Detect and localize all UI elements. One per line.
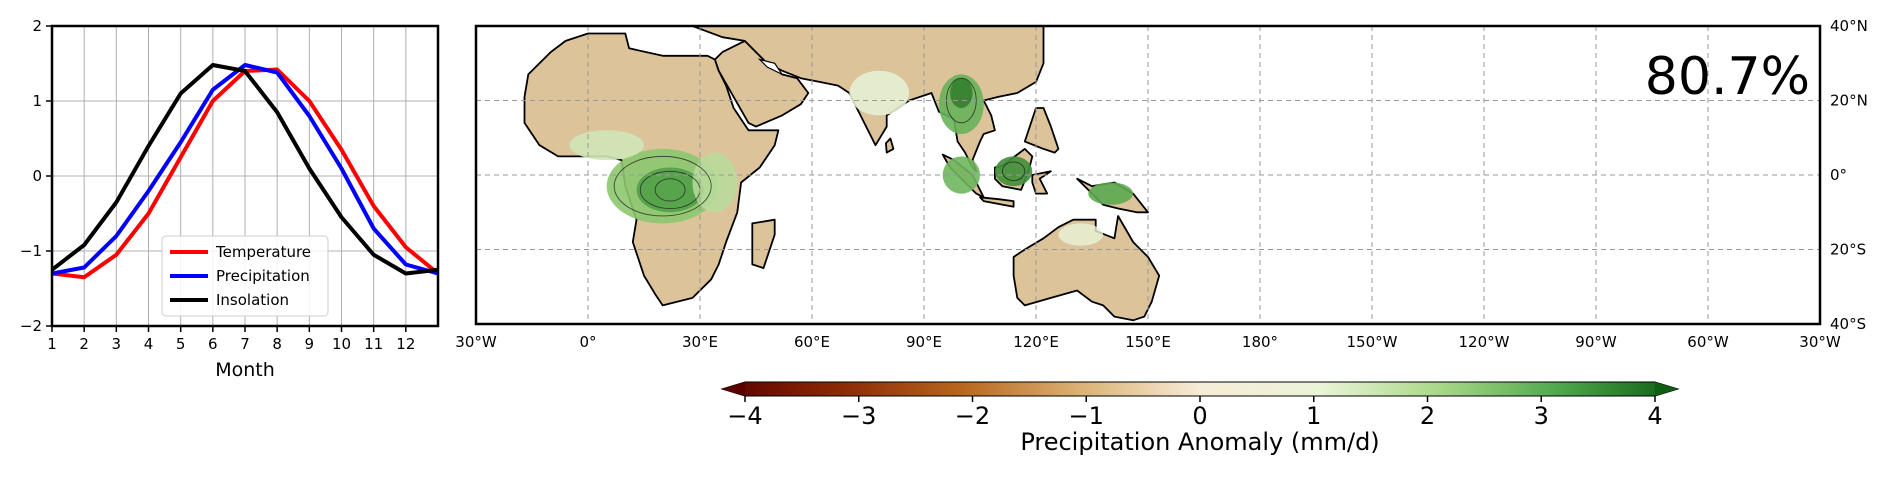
y-tick-label: −2 [20,317,42,335]
x-tick-label: 12 [396,335,415,353]
wet-anomaly-indochina-core [950,78,973,108]
colorbar-label: Precipitation Anomaly (mm/d) [1020,428,1379,456]
line-chart-series [52,63,438,280]
x-tick-label: 6 [208,335,218,353]
landmass-sulawesi [1031,170,1052,195]
landmass-australia [1012,215,1161,322]
landmass-madagascar [751,218,776,270]
map-lon-label: 90°W [1575,333,1617,351]
colorbar: −4 −3 −2 −1 0 1 2 3 4 Precipitation Anomaly (mm/… [720,381,1680,456]
line-chart-xlabel: Month [215,359,275,381]
landmass-philippines [1023,107,1060,154]
wet-anomaly-ne-brazil [379,194,439,246]
colorbar-tick-label: 0 [1192,402,1207,430]
series-insolation [52,63,438,276]
line-chart-yticks: −2 −1 0 1 2 [20,17,52,335]
y-tick-label: 0 [32,167,42,185]
colorbar-tick-label: 4 [1647,402,1662,430]
map-lon-label: 90°E [906,333,942,351]
map-lat-label: 0° [1830,166,1847,184]
wet-anomaly-n-australia [1058,223,1104,246]
map-lon-label: 120°E [1013,333,1059,351]
wet-anomaly-sumatra-wet [942,156,980,194]
map-gridlines [476,26,1820,324]
wet-anomaly-west-africa [569,130,645,161]
map-lon-label: 180° [1242,333,1278,351]
colorbar-tick-label: 3 [1534,402,1549,430]
contour-line [1001,161,1026,182]
wet-anomaly-borneo-wet [994,156,1033,187]
colorbar-gradient [720,381,1680,397]
x-tick-label: 10 [332,335,351,353]
legend-box [161,235,329,317]
x-tick-label: 8 [272,335,282,353]
x-tick-label: 3 [112,335,122,353]
map-lat-label: 40°S [1830,315,1866,333]
map-lon-label: 150°W [1347,333,1398,351]
persian-gulf [757,58,784,76]
x-tick-label: 11 [364,335,383,353]
legend-label-insolation: Insolation [216,291,289,309]
x-tick-label: 5 [176,335,186,353]
colorbar-extend-low [722,382,745,396]
legend-label-precipitation: Precipitation [216,267,310,285]
colorbar-tick-label: 2 [1420,402,1435,430]
x-tick-label: 1 [47,335,57,353]
map-longitude-ticks: 30°W 0° 30°E 60°E 90°E 120°E 150°E 180° 150°W 120… [455,333,1841,351]
map-lon-label: 30°W [455,333,497,351]
series-precipitation [52,63,438,276]
x-tick-label: 2 [79,335,89,353]
x-tick-label: 9 [305,335,315,353]
map-frame [474,24,1822,326]
map-lon-label: 60°E [794,333,830,351]
y-tick-label: 1 [32,92,42,110]
legend-label-temperature: Temperature [215,243,311,261]
colorbar-tick-label: −1 [1069,402,1104,430]
landmass-java [979,196,1015,208]
wet-anomaly-congo-core [636,167,704,213]
map-lat-label: 20°S [1830,241,1866,259]
map-panel: 30°W 0° 30°E 60°E 90°E 120°E 150°E 180° 150°W 120… [151,17,1868,351]
map-lon-label: 60°W [1687,333,1729,351]
colorbar-extend-high [1655,382,1678,396]
map-lat-label: 20°N [1830,92,1868,110]
map-lon-label: 30°E [682,333,718,351]
line-chart-legend: Temperature Precipitation Insolation [161,235,329,317]
y-tick-label: 2 [32,17,42,35]
contour-line [654,178,686,202]
wet-anomaly-east-africa [692,152,738,213]
map-lon-label: 0° [579,333,596,351]
map-latitude-ticks: 40°N 20°N 0° 20°S 40°S [1830,17,1868,333]
colorbar-tick-label: −3 [841,402,876,430]
line-chart-xticks: 1 2 3 4 5 6 7 8 9 10 11 12 [47,326,415,353]
wet-anomaly-new-guinea-wet [1088,182,1134,205]
landmass-sri-lanka [885,137,895,154]
map-lon-label: 30°W [1799,333,1841,351]
colorbar-tick-label: −4 [727,402,762,430]
colorbar-tick-label: 1 [1306,402,1321,430]
colorbar-tick-label: −2 [955,402,990,430]
y-tick-label: −1 [20,242,42,260]
x-tick-label: 4 [144,335,154,353]
wet-anomaly-south-asia [849,70,910,116]
x-tick-label: 7 [240,335,250,353]
landmass-baja [151,56,177,90]
map-lon-label: 120°W [1459,333,1510,351]
map-precip-anomaly [379,70,1134,246]
colorbar-ticks: −4 −3 −2 −1 0 1 2 3 4 [727,396,1663,430]
map-lon-label: 150°E [1125,333,1171,351]
map-lat-label: 40°N [1830,17,1868,35]
contour-line [613,155,712,217]
map-percent-label: 80.7% [1645,47,1810,107]
